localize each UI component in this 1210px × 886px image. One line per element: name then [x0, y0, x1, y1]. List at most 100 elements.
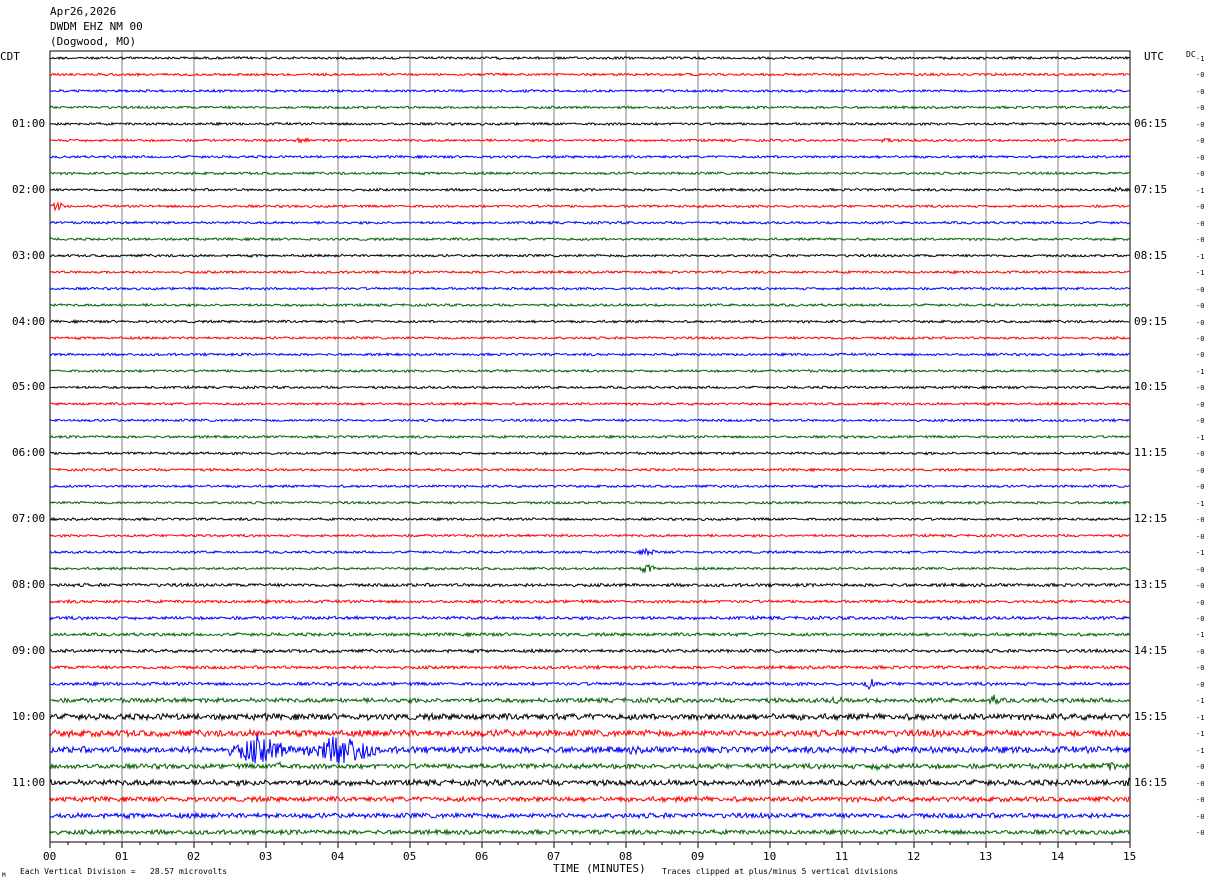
right-hour-label: 08:15: [1134, 248, 1168, 262]
dc-offset-value: -1: [1196, 367, 1205, 376]
left-hour-label: 06:00: [12, 446, 46, 460]
dc-offset-value: -0: [1196, 87, 1205, 96]
trace-row: [49, 450, 1131, 456]
trace-row: [49, 598, 1131, 605]
trace-row: [49, 220, 1131, 226]
trace-row: [49, 483, 1131, 489]
dc-offset-value: -1: [1196, 697, 1205, 706]
dc-offset-value: -1: [1196, 746, 1205, 755]
right-hour-label: 14:15: [1134, 643, 1168, 657]
dc-offset-value: -0: [1196, 582, 1205, 591]
left-hour-label: 10:00: [12, 709, 46, 723]
dc-offset-value: -0: [1196, 483, 1205, 492]
dc-offset-value: -1: [1196, 499, 1205, 508]
trace-row: [49, 711, 1131, 722]
dc-offset-value: -1: [1196, 631, 1205, 640]
dc-label: DC: [1186, 50, 1196, 59]
right-hour-label: 13:15: [1134, 578, 1168, 592]
dc-offset-value: -0: [1196, 236, 1205, 245]
dc-offset-value: -1: [1196, 252, 1205, 261]
left-hour-label: 07:00: [12, 512, 46, 526]
x-tick-label: 05: [403, 850, 417, 863]
trace-row: [49, 563, 1131, 574]
trace-row: [49, 664, 1131, 671]
dc-offset-value: -0: [1196, 664, 1205, 673]
left-timezone-label: CDT: [0, 50, 20, 63]
dc-offset-value: -0: [1196, 153, 1205, 162]
trace-row: [49, 72, 1131, 78]
right-hour-label: 09:15: [1134, 314, 1168, 328]
dc-offset-value: -0: [1196, 400, 1205, 409]
trace-row: [50, 319, 1131, 325]
scale-note: Each Vertical Division = 28.57 microvolt…: [20, 867, 228, 876]
dc-offset-value: -1: [1196, 55, 1205, 63]
x-tick-label: 04: [331, 850, 345, 863]
left-hour-label: 09:00: [12, 643, 46, 657]
trace-row: [49, 417, 1131, 423]
x-tick-label: 09: [691, 850, 705, 863]
dc-offset-value: -0: [1196, 779, 1205, 788]
trace-row: [49, 154, 1131, 160]
dc-offset-value: -0: [1196, 285, 1205, 294]
dc-offset-value: -0: [1196, 219, 1205, 228]
right-timezone-label: UTC: [1144, 50, 1164, 63]
dc-offset-value: -1: [1196, 186, 1205, 195]
dc-offset-value: -0: [1196, 829, 1205, 838]
trace-row: [50, 467, 1131, 473]
trace-row: [49, 614, 1131, 621]
trace-row: [49, 678, 1131, 691]
dc-offset-value: -1: [1196, 713, 1205, 722]
dc-offset-value: -0: [1196, 565, 1205, 574]
dc-offset-value: -1: [1196, 269, 1205, 278]
location-label: (Dogwood, MO): [50, 35, 137, 48]
trace-row: [49, 760, 1131, 772]
left-hour-label: 11:00: [12, 775, 46, 789]
trace-row: [49, 269, 1131, 275]
trace-row: [49, 827, 1131, 837]
dc-offset-value: -0: [1196, 466, 1205, 475]
trace-row: [49, 88, 1131, 94]
x-axis-title: TIME (MINUTES): [553, 862, 646, 875]
trace-row: [49, 647, 1131, 654]
dc-offset-value: -0: [1196, 812, 1205, 821]
dc-offset-value: -0: [1196, 334, 1205, 343]
dc-offset-value: -1: [1196, 433, 1205, 442]
left-hour-label: 03:00: [12, 248, 46, 262]
trace-row: [49, 335, 1131, 341]
trace-row: [49, 186, 1131, 193]
trace-row: [49, 351, 1131, 357]
date-label: Apr26,2026: [50, 5, 117, 18]
dc-offset-value: -0: [1196, 417, 1205, 426]
trace-row: [49, 55, 1131, 61]
x-tick-label: 00: [43, 850, 57, 863]
x-tick-label: 02: [187, 850, 201, 863]
dc-offset-value: -0: [1196, 450, 1205, 459]
x-tick-label: 07: [547, 850, 561, 863]
trace-row: [49, 533, 1131, 538]
dc-offset-value: -0: [1196, 647, 1205, 656]
x-tick-label: 03: [259, 850, 273, 863]
trace-row: [49, 253, 1131, 258]
time-axis: [49, 842, 1131, 848]
x-tick-label: 12: [907, 850, 921, 863]
dc-offset-value: -0: [1196, 614, 1205, 623]
x-tick-label: 11: [835, 850, 849, 863]
corner-mark: M: [2, 872, 6, 879]
trace-row: [49, 727, 1131, 739]
dc-offset-value: -0: [1196, 680, 1205, 689]
trace-row: [49, 694, 1131, 706]
trace-row: [50, 121, 1131, 127]
dc-offset-value: -0: [1196, 120, 1205, 129]
dc-offset-value: -0: [1196, 318, 1205, 327]
dc-offset-value: -0: [1196, 137, 1205, 146]
x-tick-label: 14: [1051, 850, 1065, 863]
dc-offset-value: -0: [1196, 516, 1205, 525]
dc-offset-value: -0: [1196, 170, 1205, 179]
trace-row: [49, 500, 1131, 506]
trace-row: [49, 631, 1131, 638]
dc-offset-value: -0: [1196, 796, 1205, 805]
left-hour-label: 04:00: [12, 314, 46, 328]
right-hour-label: 07:15: [1134, 182, 1168, 196]
trace-row: [49, 286, 1131, 292]
